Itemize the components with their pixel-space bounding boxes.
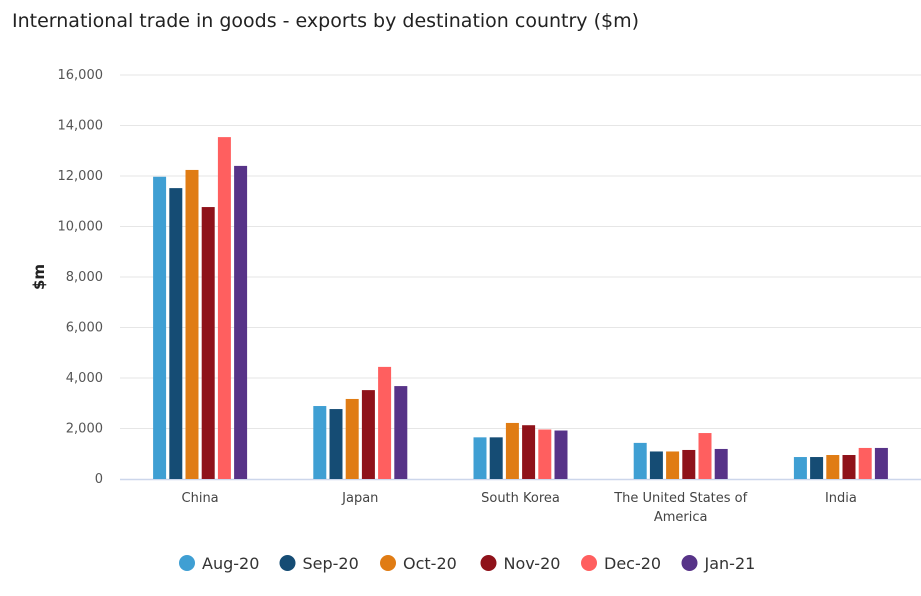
bar-nov-20: [201, 207, 215, 479]
bar-sep-20: [489, 437, 503, 479]
bar-oct-20: [826, 455, 840, 479]
bar-aug-20: [313, 406, 327, 479]
x-tick-label: The United States of: [613, 491, 747, 506]
bar-sep-20: [169, 188, 183, 479]
legend-marker: [480, 555, 497, 571]
bar-jan-21: [394, 386, 408, 479]
y-tick-label: 0: [95, 472, 103, 487]
bar-jan-21: [234, 165, 248, 479]
bar-sep-20: [649, 451, 663, 479]
bar-oct-20: [505, 422, 519, 479]
y-tick-label: 12,000: [58, 169, 104, 184]
bar-jan-21: [554, 430, 568, 479]
y-tick-label: 2,000: [66, 422, 103, 437]
x-tick-label: Japan: [341, 491, 378, 506]
bar-jan-21: [714, 448, 728, 479]
bar-aug-20: [473, 437, 487, 479]
y-tick-label: 10,000: [58, 220, 104, 235]
y-tick-label: 16,000: [58, 68, 104, 83]
y-tick-label: 8,000: [66, 270, 103, 285]
bar-nov-20: [522, 425, 536, 479]
chart-title: International trade in goods - exports b…: [12, 10, 640, 32]
bar-nov-20: [682, 449, 696, 479]
bar-sep-20: [329, 409, 343, 479]
bar-jan-21: [874, 447, 888, 479]
x-tick-label: South Korea: [481, 491, 560, 506]
bar-dec-20: [378, 366, 392, 479]
bar-dec-20: [217, 137, 231, 480]
legend-marker: [179, 555, 195, 571]
legend-label: Dec-20: [604, 554, 661, 573]
legend-marker: [681, 555, 698, 571]
y-tick-label: 6,000: [66, 321, 103, 336]
bar-dec-20: [538, 429, 552, 479]
bar-aug-20: [633, 442, 647, 479]
bar-oct-20: [666, 451, 680, 479]
legend-label: Oct-20: [403, 554, 457, 573]
legend-label: Sep-20: [303, 554, 359, 573]
y-axis-label: $m: [30, 264, 48, 290]
y-tick-label: 4,000: [66, 371, 103, 386]
bar-dec-20: [698, 433, 712, 479]
bar-aug-20: [153, 176, 167, 479]
bar-sep-20: [810, 457, 824, 479]
legend-label: Aug-20: [202, 554, 259, 573]
legend-marker: [581, 555, 597, 571]
y-tick-label: 14,000: [58, 119, 104, 134]
bar-oct-20: [345, 398, 359, 479]
bar-aug-20: [793, 457, 807, 479]
legend-marker: [380, 555, 396, 571]
bar-nov-20: [842, 455, 856, 479]
bar-nov-20: [361, 390, 375, 479]
bar-oct-20: [185, 169, 199, 479]
legend-label: Nov-20: [504, 554, 561, 573]
x-tick-label: China: [182, 491, 219, 506]
bar-dec-20: [858, 447, 872, 479]
legend-marker: [279, 555, 296, 571]
x-tick-label: America: [654, 510, 708, 525]
legend-label: Jan-21: [704, 554, 756, 573]
x-tick-label: India: [825, 491, 857, 506]
